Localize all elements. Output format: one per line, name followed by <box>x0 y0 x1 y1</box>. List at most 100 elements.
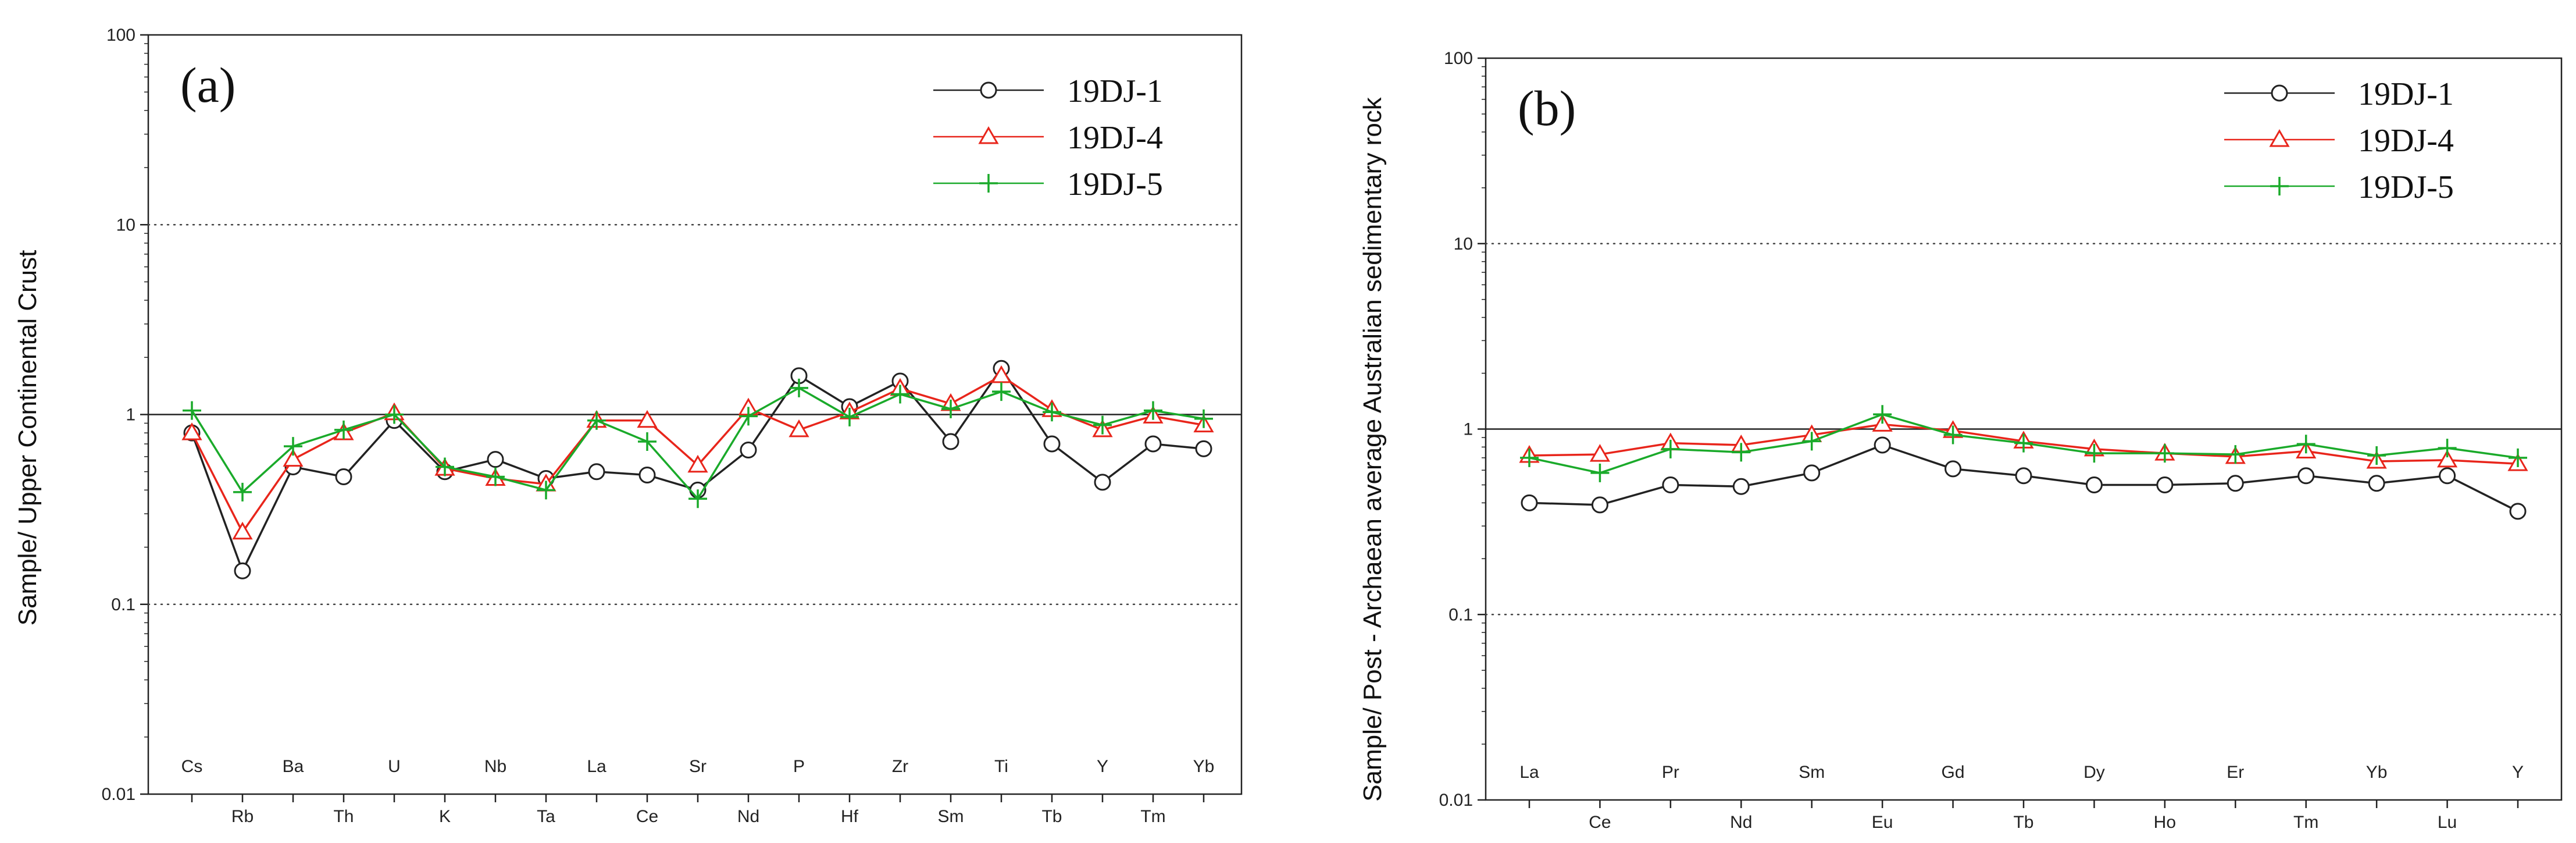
data-point <box>284 437 302 456</box>
panel-label: (a) <box>180 57 236 113</box>
y-tick-label: 0.01 <box>1439 791 1473 810</box>
data-point <box>2085 476 2103 493</box>
data-point <box>687 454 708 473</box>
x-tick-label: Yb <box>1193 757 1215 776</box>
data-point <box>1732 443 1751 462</box>
series-19DJ-5 <box>1520 405 2527 482</box>
x-tick-label: Th <box>333 807 354 826</box>
data-point <box>2438 439 2457 458</box>
x-tick-label: Tb <box>2013 813 2033 832</box>
legend-label: 19DJ-4 <box>2358 123 2454 159</box>
x-tick-label: Sr <box>689 757 707 776</box>
data-point <box>1874 436 1891 454</box>
data-point <box>1521 494 1538 511</box>
data-point <box>979 174 998 193</box>
data-point <box>1873 405 1892 424</box>
data-point <box>1195 440 1212 457</box>
data-point <box>2227 475 2244 492</box>
data-point <box>385 405 404 424</box>
data-point <box>537 481 555 500</box>
data-point <box>1094 474 1111 491</box>
data-point <box>2297 467 2315 485</box>
x-tick-label: Ce <box>1589 813 1611 832</box>
data-point <box>739 407 758 426</box>
x-tick-label: Gd <box>1942 763 1965 782</box>
data-point <box>790 378 808 397</box>
data-point <box>334 420 353 439</box>
y-tick-label: 10 <box>116 215 135 234</box>
data-point <box>2155 444 2174 463</box>
x-tick-label: Sm <box>1799 763 1825 782</box>
data-point <box>1590 463 1610 482</box>
data-point <box>436 457 454 476</box>
y-tick-label: 1 <box>1463 420 1473 439</box>
x-tick-label: Lu <box>2438 813 2457 832</box>
data-point <box>183 401 201 420</box>
x-tick-label: Tb <box>1041 807 1062 826</box>
data-point <box>2368 475 2385 492</box>
data-point <box>233 482 252 501</box>
legend-label: 19DJ-5 <box>1067 166 1163 202</box>
x-tick-label: Hf <box>841 807 859 826</box>
data-point <box>2270 177 2289 195</box>
x-tick-label: Zr <box>892 757 908 776</box>
data-point <box>1732 478 1750 495</box>
data-point <box>637 410 658 428</box>
data-point <box>1589 444 1611 462</box>
y-tick-label: 100 <box>1444 49 1473 68</box>
data-point <box>942 433 959 450</box>
series-19DJ-1 <box>1521 436 2527 520</box>
data-point <box>2269 129 2290 147</box>
x-tick-label: Nb <box>484 757 506 776</box>
data-point <box>2439 467 2456 485</box>
x-tick-label: Ta <box>537 807 555 826</box>
x-tick-label: Rb <box>231 807 254 826</box>
data-point <box>283 449 304 467</box>
data-point <box>740 442 757 459</box>
data-point <box>1144 435 1162 453</box>
chart-panel-a: 0.01 0.1 1 10 100 Cs Rb Ba Th U K Nb Ta La Ce Sr Nd P Hf Zr… <box>13 26 1243 826</box>
x-tick-label: La <box>587 757 606 776</box>
panel-label: (b) <box>1518 80 1576 136</box>
x-tick-label: Tm <box>1140 807 1165 826</box>
series-19DJ-4 <box>181 365 1214 540</box>
data-point <box>1943 425 1963 444</box>
x-tick-label: La <box>1519 763 1539 782</box>
x-tick-label: P <box>793 757 805 776</box>
data-point <box>991 365 1012 383</box>
data-point <box>181 422 202 440</box>
y-tick-label: 0.01 <box>102 785 135 804</box>
data-point <box>2296 435 2315 454</box>
data-point <box>2367 446 2386 465</box>
data-point <box>1661 439 1680 458</box>
data-point <box>234 562 251 579</box>
x-tick-label: Ti <box>994 757 1008 776</box>
legend: 19DJ-1 19DJ-4 19DJ-5 <box>933 73 1163 202</box>
x-tick-label: Nd <box>737 807 759 826</box>
data-point <box>1945 460 1962 478</box>
data-point <box>2509 448 2527 467</box>
x-tick-label: Ba <box>283 757 304 776</box>
x-tick-label: Yb <box>2366 763 2388 782</box>
data-point <box>941 399 960 418</box>
data-point <box>588 463 605 481</box>
data-point <box>638 432 657 451</box>
data-point <box>2436 449 2458 468</box>
data-point <box>2509 503 2527 520</box>
series-19DJ-5 <box>183 378 1213 508</box>
data-point <box>486 467 505 486</box>
data-point <box>688 489 707 508</box>
x-tick-label: Nd <box>1730 813 1752 832</box>
y-tick-label: 0.1 <box>111 595 135 614</box>
data-point <box>1043 403 1061 422</box>
x-tick-label: Cs <box>181 757 203 776</box>
data-point <box>487 451 504 468</box>
data-point <box>1043 435 1061 453</box>
data-point <box>232 521 253 540</box>
data-point <box>840 407 859 426</box>
data-point <box>2271 84 2288 102</box>
x-tick-label: Dy <box>2083 763 2105 782</box>
data-point <box>980 81 997 99</box>
data-point <box>2085 444 2104 463</box>
data-point <box>2156 476 2174 493</box>
